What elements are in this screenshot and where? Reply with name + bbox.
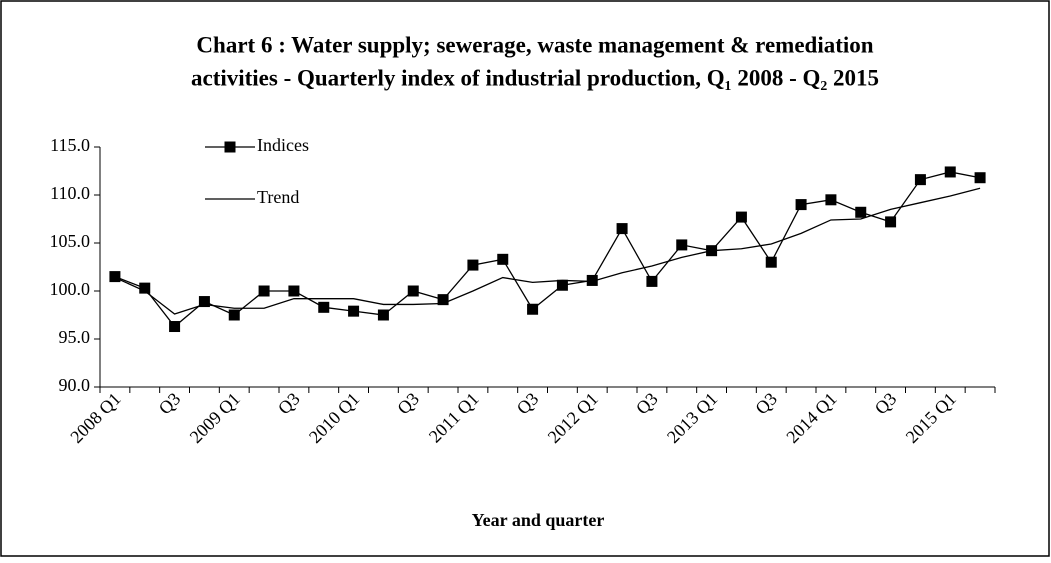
marker [885, 216, 897, 228]
marker [676, 239, 688, 251]
series-line [114, 187, 981, 315]
marker [527, 303, 539, 315]
marker [109, 271, 121, 283]
y-tick-label: 90.0 [59, 375, 91, 395]
y-tick-label: 110.0 [50, 183, 90, 203]
y-tick-label: 115.0 [50, 135, 90, 155]
marker [467, 259, 479, 271]
marker [318, 301, 330, 313]
marker [258, 285, 270, 297]
y-tick-label: 95.0 [59, 327, 91, 347]
marker [616, 223, 628, 235]
marker [407, 285, 419, 297]
marker [646, 275, 658, 287]
legend-label: Trend [257, 187, 299, 207]
marker [288, 285, 300, 297]
marker [556, 279, 568, 291]
marker [735, 211, 747, 223]
legend-marker [224, 141, 236, 153]
marker [795, 199, 807, 211]
marker [586, 274, 598, 286]
chart-title: Chart 6 : Water supply; sewerage, waste … [196, 32, 873, 57]
marker [437, 294, 449, 306]
x-axis-label: Year and quarter [472, 510, 605, 530]
marker [974, 172, 986, 184]
marker [139, 282, 151, 294]
marker [198, 296, 210, 308]
marker [855, 206, 867, 218]
y-tick-label: 100.0 [50, 279, 91, 299]
marker [765, 256, 777, 268]
marker [825, 194, 837, 206]
chart-title: activities - Quarterly index of industri… [191, 65, 879, 90]
marker [169, 321, 181, 333]
marker [348, 305, 360, 317]
marker [377, 309, 389, 321]
legend-label: Indices [257, 135, 309, 155]
marker [228, 309, 240, 321]
marker [497, 253, 509, 265]
marker [914, 174, 926, 186]
y-tick-label: 105.0 [50, 231, 91, 251]
marker [944, 166, 956, 178]
